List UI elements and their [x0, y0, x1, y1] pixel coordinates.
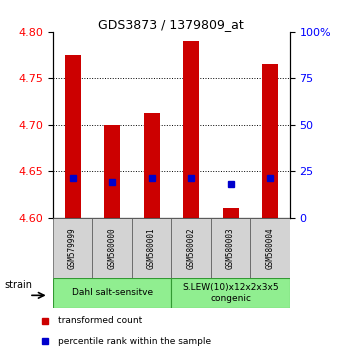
- Bar: [183, 41, 199, 218]
- Bar: [65, 55, 80, 218]
- Bar: [171, 278, 290, 308]
- Bar: [171, 218, 211, 278]
- Bar: [211, 218, 250, 278]
- Text: strain: strain: [4, 280, 32, 290]
- Bar: [262, 64, 278, 218]
- Text: GSM580002: GSM580002: [187, 227, 196, 269]
- Text: GSM580003: GSM580003: [226, 227, 235, 269]
- Text: S.LEW(10)x12x2x3x5
congenic: S.LEW(10)x12x2x3x5 congenic: [182, 283, 279, 303]
- Bar: [53, 218, 92, 278]
- Text: GSM579999: GSM579999: [68, 227, 77, 269]
- Title: GDS3873 / 1379809_at: GDS3873 / 1379809_at: [99, 18, 244, 31]
- Text: GSM580001: GSM580001: [147, 227, 156, 269]
- Bar: [53, 278, 171, 308]
- Bar: [104, 125, 120, 218]
- Text: GSM580004: GSM580004: [266, 227, 275, 269]
- Text: transformed count: transformed count: [58, 316, 142, 325]
- Bar: [250, 218, 290, 278]
- Text: Dahl salt-sensitve: Dahl salt-sensitve: [72, 289, 153, 297]
- Bar: [144, 113, 160, 218]
- Bar: [92, 218, 132, 278]
- Bar: [223, 209, 238, 218]
- Text: GSM580000: GSM580000: [108, 227, 117, 269]
- Text: percentile rank within the sample: percentile rank within the sample: [58, 337, 211, 346]
- Bar: [132, 218, 171, 278]
